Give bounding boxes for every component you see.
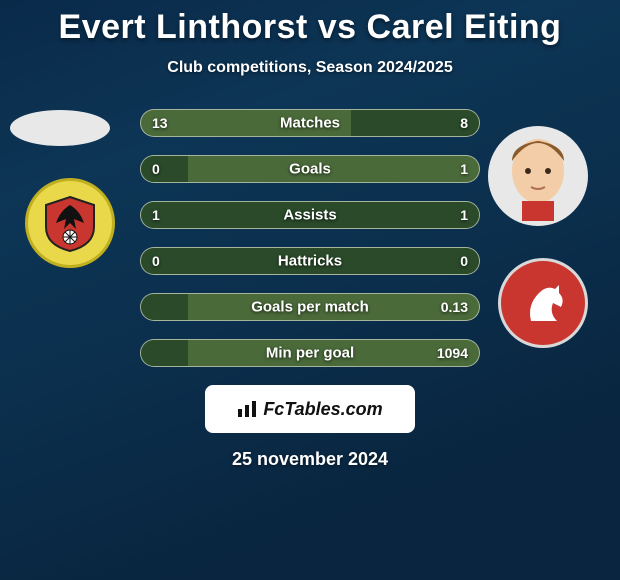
stat-left-value: 0 <box>152 253 160 269</box>
stat-right-value: 0 <box>460 253 468 269</box>
eagle-shield-icon <box>40 193 100 253</box>
stat-label: Goals per match <box>251 299 369 316</box>
stat-right-value: 1094 <box>437 345 468 361</box>
stat-row: 1 1 Assists <box>140 201 480 229</box>
stat-right-value: 1 <box>460 207 468 223</box>
club-crest-right <box>498 258 588 348</box>
stat-label: Hattricks <box>278 253 342 270</box>
stat-row: 0.13 Goals per match <box>140 293 480 321</box>
date-label: 25 november 2024 <box>0 449 620 470</box>
stat-label: Matches <box>280 115 340 132</box>
player-left-avatar <box>10 110 110 146</box>
bar-chart-icon <box>237 401 257 417</box>
stat-left-fill <box>141 156 188 182</box>
face-icon <box>498 131 578 221</box>
source-badge: FcTables.com <box>205 385 415 433</box>
stat-left-fill <box>141 294 188 320</box>
stats-bars: 13 8 Matches 0 1 Goals 1 1 Assists 0 0 Hattricks 0.1… <box>140 109 480 367</box>
stat-row: 0 0 Hattricks <box>140 247 480 275</box>
stat-right-value: 1 <box>460 161 468 177</box>
stat-left-value: 1 <box>152 207 160 223</box>
club-crest-left <box>25 178 115 268</box>
stat-left-value: 0 <box>152 161 160 177</box>
stat-label: Min per goal <box>266 345 354 362</box>
stat-row: 0 1 Goals <box>140 155 480 183</box>
stat-row: 13 8 Matches <box>140 109 480 137</box>
player-right-avatar <box>488 126 588 226</box>
stat-row: 1094 Min per goal <box>140 339 480 367</box>
stat-right-value: 0.13 <box>441 299 468 315</box>
subtitle: Club competitions, Season 2024/2025 <box>0 59 620 77</box>
stat-left-value: 13 <box>152 115 168 131</box>
horse-icon <box>513 273 573 333</box>
infographic-root: Evert Linthorst vs Carel Eiting Club com… <box>0 0 620 470</box>
stat-right-value: 8 <box>460 115 468 131</box>
stat-label: Goals <box>289 161 331 178</box>
page-title: Evert Linthorst vs Carel Eiting <box>0 8 620 47</box>
stat-left-fill <box>141 340 188 366</box>
stat-label: Assists <box>283 207 336 224</box>
source-label: FcTables.com <box>263 399 382 420</box>
